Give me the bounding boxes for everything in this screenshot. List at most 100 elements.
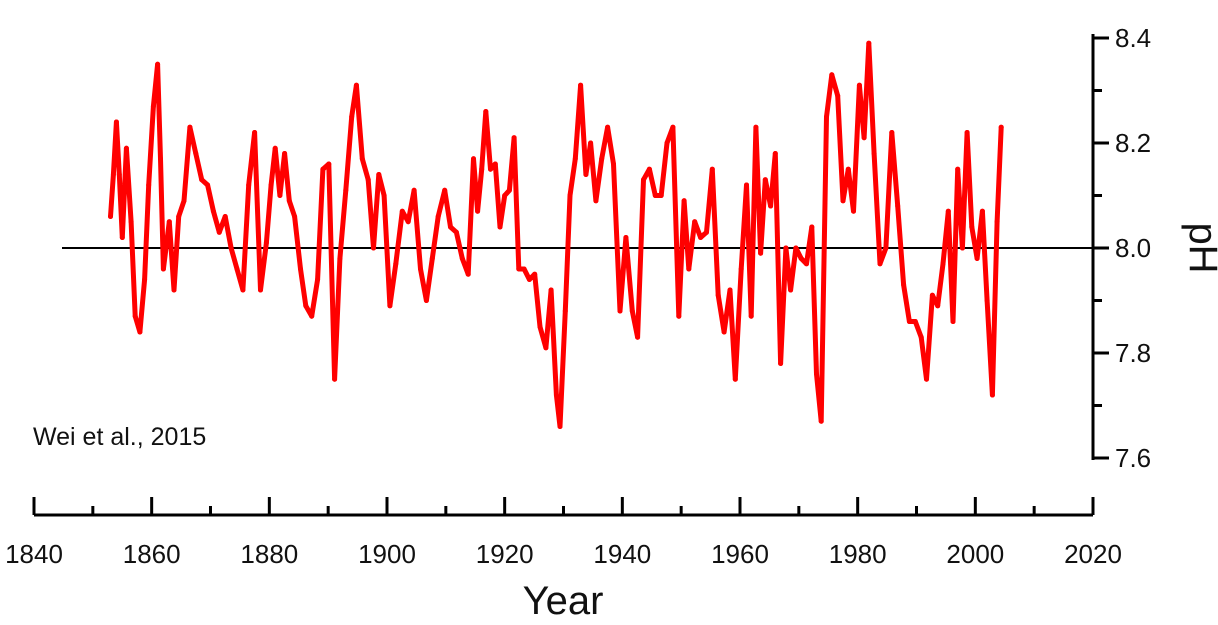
data-point-156 (935, 303, 941, 309)
data-point-37 (286, 198, 292, 204)
data-point-16 (171, 287, 177, 293)
data-point-160 (955, 166, 961, 172)
data-point-35 (277, 193, 283, 198)
data-point-126 (772, 151, 778, 156)
data-point-104 (652, 193, 658, 198)
data-point-159 (950, 319, 956, 324)
data-point-108 (676, 313, 682, 319)
data-point-7 (132, 313, 138, 319)
data-point-14 (160, 266, 166, 272)
data-point-90 (572, 156, 578, 162)
data-point-42 (315, 277, 321, 282)
data-point-98 (617, 308, 623, 314)
data-point-157 (940, 261, 946, 267)
data-point-65 (448, 224, 453, 230)
data-point-8 (137, 329, 143, 335)
data-point-86 (553, 392, 559, 398)
data-point-117 (727, 287, 733, 293)
data-point-122 (753, 124, 759, 130)
data-point-10 (146, 182, 152, 188)
data-point-158 (945, 208, 951, 214)
y-axis-title: pH (1181, 222, 1218, 273)
x-tick-label-1980: 1980 (829, 539, 887, 569)
data-point-53 (376, 172, 382, 177)
data-point-25 (222, 214, 228, 219)
data-point-13 (158, 156, 163, 162)
data-point-165 (979, 208, 985, 214)
ph-series-points (108, 40, 1004, 429)
x-tick-label-1900: 1900 (358, 539, 416, 569)
data-point-34 (272, 145, 278, 151)
data-point-33 (268, 182, 274, 188)
data-point-97 (611, 161, 616, 167)
data-point-138 (835, 93, 841, 99)
data-point-137 (829, 72, 835, 78)
data-point-57 (399, 208, 405, 214)
data-point-142 (856, 82, 862, 88)
data-point-41 (309, 313, 315, 319)
data-point-68 (465, 271, 471, 277)
data-point-3 (116, 172, 122, 177)
y-tick-label-7.8: 7.8 (1115, 338, 1151, 368)
x-axis-title: Year (523, 579, 604, 623)
data-point-79 (516, 266, 522, 272)
data-point-118 (732, 376, 738, 382)
data-point-99 (623, 235, 629, 240)
data-point-71 (479, 166, 485, 172)
data-point-141 (851, 208, 856, 214)
data-point-22 (205, 182, 211, 188)
data-point-32 (263, 240, 269, 246)
data-point-130 (793, 245, 799, 251)
data-point-48 (349, 114, 355, 120)
data-point-152 (912, 319, 918, 324)
y-tick-label-7.6: 7.6 (1115, 443, 1151, 473)
data-point-147 (883, 245, 889, 251)
data-point-69 (471, 156, 476, 162)
data-point-101 (635, 334, 641, 340)
data-point-131 (798, 256, 804, 261)
data-point-73 (488, 166, 493, 172)
data-point-105 (658, 193, 664, 198)
data-point-124 (762, 177, 768, 183)
x-tick-label-2020: 2020 (1064, 539, 1122, 569)
data-point-113 (704, 229, 709, 235)
data-point-106 (664, 140, 670, 146)
data-point-78 (511, 135, 517, 141)
data-point-9 (142, 277, 148, 282)
data-point-64 (442, 187, 448, 193)
data-point-119 (738, 266, 744, 272)
data-point-146 (877, 261, 883, 267)
data-point-135 (818, 418, 824, 424)
data-point-15 (166, 219, 172, 225)
data-point-100 (629, 308, 635, 314)
data-point-49 (353, 82, 359, 88)
data-point-44 (326, 161, 332, 167)
data-point-2 (113, 119, 119, 125)
data-point-166 (984, 298, 990, 303)
data-point-26 (228, 245, 234, 251)
data-point-109 (681, 198, 687, 204)
y-tick-label-8.2: 8.2 (1115, 128, 1151, 158)
data-point-62 (429, 256, 435, 261)
data-point-112 (698, 235, 704, 240)
data-point-89 (567, 193, 573, 198)
data-point-28 (240, 287, 246, 293)
data-point-123 (758, 250, 764, 256)
data-point-54 (381, 193, 387, 198)
data-point-12 (155, 61, 161, 67)
data-point-45 (332, 376, 338, 382)
data-point-19 (187, 124, 193, 130)
data-point-17 (176, 214, 182, 219)
data-point-72 (483, 109, 489, 114)
data-point-83 (537, 324, 543, 330)
x-tick-label-1880: 1880 (240, 539, 298, 569)
data-point-39 (298, 266, 303, 272)
data-point-6 (128, 219, 134, 225)
data-point-145 (871, 151, 877, 156)
data-point-136 (824, 114, 829, 120)
data-point-115 (715, 292, 721, 298)
data-point-66 (453, 229, 459, 235)
data-point-140 (845, 166, 851, 172)
data-point-127 (778, 361, 784, 366)
